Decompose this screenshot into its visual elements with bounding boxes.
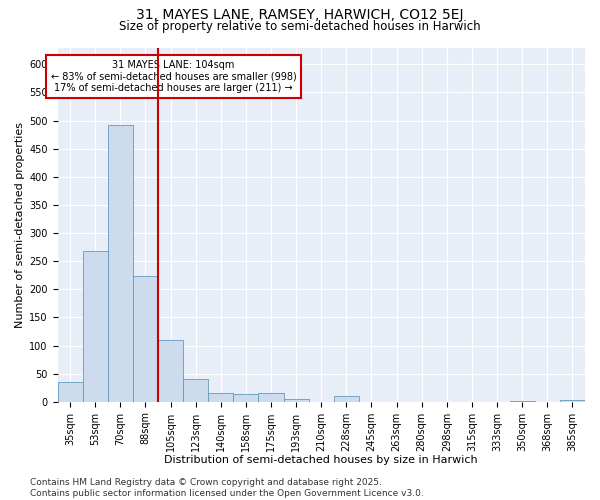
Bar [108, 124, 133, 402]
Bar [158, 340, 183, 402]
Bar [560, 400, 585, 402]
Bar [208, 394, 233, 402]
Y-axis label: Number of semi-detached properties: Number of semi-detached properties [15, 122, 25, 328]
Text: 31 MAYES LANE: 104sqm
← 83% of semi-detached houses are smaller (998)
17% of sem: 31 MAYES LANE: 104sqm ← 83% of semi-deta… [50, 60, 296, 93]
Bar [83, 251, 108, 402]
Text: Contains HM Land Registry data © Crown copyright and database right 2025.
Contai: Contains HM Land Registry data © Crown c… [30, 478, 424, 498]
Bar [183, 379, 208, 402]
Text: 31, MAYES LANE, RAMSEY, HARWICH, CO12 5EJ: 31, MAYES LANE, RAMSEY, HARWICH, CO12 5E… [136, 8, 464, 22]
Bar [509, 400, 535, 402]
Text: Size of property relative to semi-detached houses in Harwich: Size of property relative to semi-detach… [119, 20, 481, 33]
Bar [58, 382, 83, 402]
X-axis label: Distribution of semi-detached houses by size in Harwich: Distribution of semi-detached houses by … [164, 455, 478, 465]
Bar [259, 394, 284, 402]
Bar [233, 394, 259, 402]
Bar [284, 399, 308, 402]
Bar [133, 276, 158, 402]
Bar [334, 396, 359, 402]
